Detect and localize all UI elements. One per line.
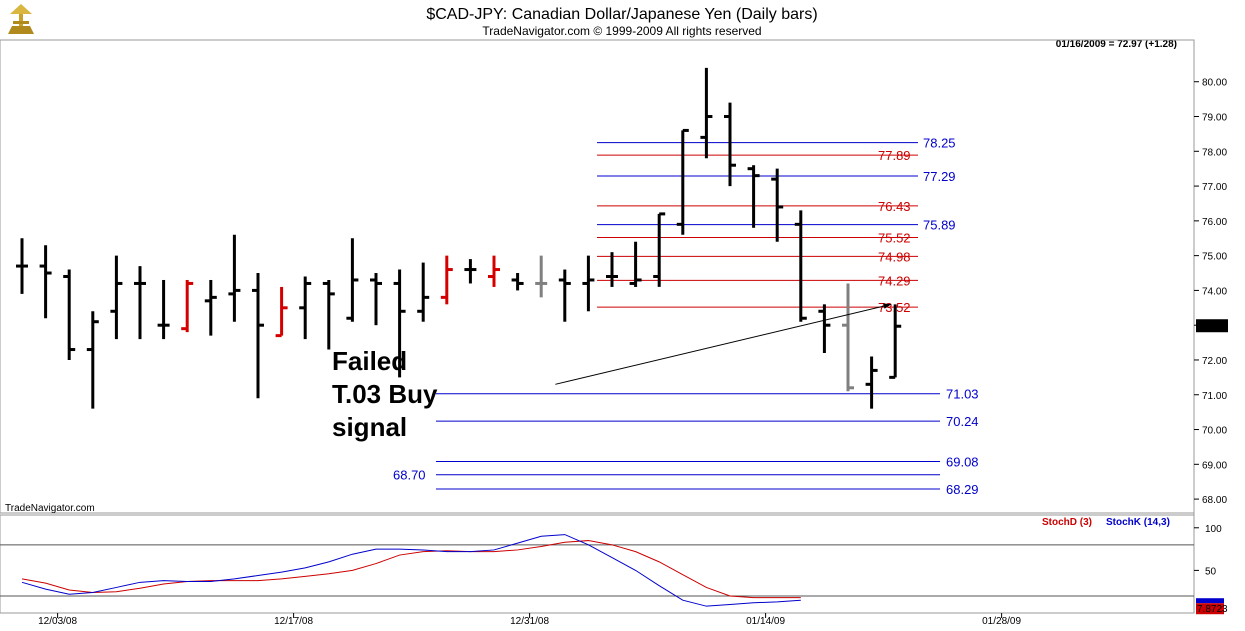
- last-price-tag: 72.97: [1196, 319, 1228, 333]
- price-tick-label: 74.00: [1202, 286, 1227, 297]
- date-axis: 12/03/08 12/17/08 12/31/08 01/14/09 01/28/09: [38, 613, 1021, 627]
- ohlc-bar: [771, 168, 784, 242]
- ohlc-bar: [110, 255, 123, 340]
- ohlc-bar: [558, 269, 571, 322]
- price-tick-label: 79.00: [1202, 113, 1227, 124]
- target-level-label: 74.98: [878, 249, 911, 264]
- stoch-last-value: 7.8723: [1197, 604, 1228, 615]
- target-level-label: 68.70: [393, 468, 426, 483]
- date-tick-label: 12/03/08: [38, 616, 77, 627]
- indicator-panel-border: [0, 514, 1195, 614]
- price-tick-label: 80.00: [1202, 78, 1227, 89]
- price-tick-label: 68.00: [1202, 495, 1227, 506]
- date-tick-label: 01/28/09: [982, 616, 1021, 627]
- stoch-legend-entry: StochK (14,3): [1106, 517, 1170, 528]
- target-level-label: 71.03: [946, 387, 979, 402]
- ohlc-bar: [204, 279, 217, 336]
- ohlc-bar: [181, 279, 194, 333]
- price-tick-label: 76.00: [1202, 217, 1227, 228]
- target-level-label: 78.25: [923, 136, 956, 151]
- target-level-label: 75.52: [878, 231, 911, 246]
- ohlc-bar: [299, 276, 312, 340]
- ohlc-bar: [865, 356, 878, 409]
- ohlc-bar: [842, 283, 854, 392]
- price-tick-label: 75.00: [1202, 252, 1227, 263]
- chart-copyright: TradeNavigator.com © 1999-2009 All right…: [482, 24, 761, 38]
- price-tick-label: 70.00: [1202, 426, 1227, 437]
- ohlc-bar: [818, 304, 831, 354]
- stochastic-panel: 100 50 StochD (3) StochK (14,3) 7.8723: [0, 517, 1228, 615]
- annotation-arrow: [555, 303, 892, 385]
- annotation-arrowhead: [883, 303, 892, 309]
- stoch-d-tag: [1196, 603, 1224, 615]
- ohlc-bar: [252, 273, 264, 399]
- date-tick-label: 01/14/09: [746, 616, 785, 627]
- ohlc-bar: [535, 255, 548, 298]
- ohlc-bar: [653, 212, 666, 287]
- price-panel-border: [0, 39, 1195, 514]
- ohlc-bar: [39, 245, 52, 319]
- logo-icon: [8, 4, 34, 34]
- ohlc-bar: [676, 128, 689, 235]
- target-level-label: 77.29: [923, 169, 956, 184]
- ohlc-bar: [582, 255, 595, 312]
- price-tick-label: 72.00: [1202, 356, 1227, 367]
- target-level-label: 69.08: [946, 455, 979, 470]
- annotation-text: signal: [332, 412, 407, 442]
- ohlc-bar: [511, 273, 524, 291]
- price-tick-label: 69.00: [1202, 460, 1227, 471]
- ohlc-bar: [86, 311, 99, 409]
- stoch-legend-entry: StochD (3): [1042, 517, 1092, 528]
- ohlc-bar: [700, 67, 713, 159]
- ohlc-bar: [228, 234, 241, 322]
- ohlc-bar: [629, 241, 642, 287]
- ohlc-bar: [322, 279, 335, 350]
- ohlc-bar: [157, 279, 170, 340]
- ohlc-bar: [417, 262, 430, 322]
- price-tick-label: 71.00: [1202, 391, 1227, 402]
- date-tick-label: 12/17/08: [274, 616, 313, 627]
- target-level-label: 75.89: [923, 218, 956, 233]
- ohlc-bar: [440, 255, 453, 305]
- ohlc-bar: [275, 286, 288, 338]
- stoch-tick-label: 100: [1205, 524, 1222, 535]
- ohlc-bar: [724, 102, 736, 187]
- last-price-label: 72.97: [1197, 321, 1222, 332]
- ohlc-bar: [393, 269, 406, 378]
- stoch-k-tag: [1196, 598, 1224, 604]
- price-tick-label: 77.00: [1202, 182, 1227, 193]
- date-tick-label: 12/31/08: [510, 616, 549, 627]
- ohlc-bar: [464, 259, 477, 284]
- ohlc-bar: [606, 252, 618, 287]
- quote-readout: 01/16/2009 = 72.97 (+1.28): [1056, 39, 1177, 50]
- ohlc-bar: [488, 255, 500, 287]
- annotation-text: Failed: [332, 346, 407, 376]
- ohlc-bar: [63, 269, 76, 360]
- chart-title: $CAD-JPY: Canadian Dollar/Japanese Yen (…: [426, 6, 817, 23]
- target-level-label: 76.43: [878, 199, 911, 214]
- price-axis: 80.0079.0078.0077.0076.0075.0074.0073.00…: [1194, 78, 1227, 506]
- ohlc-bar: [134, 266, 146, 340]
- price-bars: [16, 67, 902, 409]
- ohlc-bar: [16, 238, 28, 294]
- stoch-series-line: [21, 534, 801, 607]
- annotation-text: T.03 Buy: [332, 379, 438, 409]
- target-level-label: 68.29: [946, 482, 979, 497]
- price-tick-label: 78.00: [1202, 147, 1227, 158]
- target-level-label: 77.89: [878, 148, 911, 163]
- ohlc-bar: [346, 238, 359, 322]
- ohlc-bar: [370, 273, 382, 326]
- ohlc-bar: [747, 165, 760, 228]
- target-level-label: 74.29: [878, 273, 911, 288]
- target-levels: 78.25 77.89 77.29 76.43 75.89 75.52 74.98 74.29…: [393, 136, 979, 497]
- target-level-label: 70.24: [946, 414, 979, 429]
- stoch-tick-label: 50: [1205, 566, 1217, 577]
- stoch-series-line: [21, 540, 801, 599]
- ohlc-bar: [794, 210, 807, 322]
- watermark: TradeNavigator.com: [5, 503, 95, 514]
- ohlc-bar: [889, 304, 902, 379]
